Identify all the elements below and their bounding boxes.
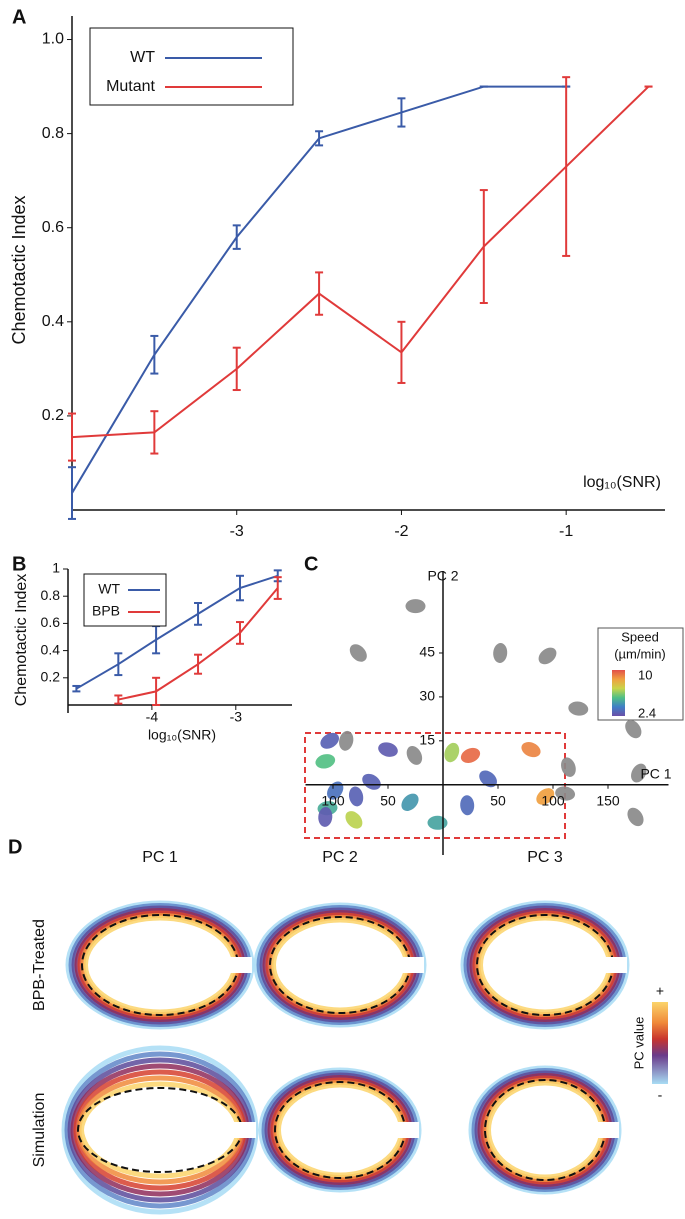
y-tick-label: 45 [419, 644, 435, 660]
colorbar [612, 670, 625, 716]
cell-point [345, 811, 363, 829]
cell-point [460, 747, 481, 763]
panel-letter: D [8, 836, 22, 858]
x-tick-label: 50 [380, 792, 396, 808]
cell-point [348, 786, 364, 807]
shape-interior [281, 1088, 399, 1172]
cell-point [568, 701, 589, 716]
x-tick-label: -1 [559, 523, 573, 540]
selection-box [304, 732, 566, 839]
cell-point [631, 763, 647, 783]
y-tick-label: 0.4 [42, 313, 64, 330]
cell-point [339, 730, 354, 751]
cell-point [493, 642, 508, 663]
x-tick-label: 150 [596, 792, 620, 808]
cell-point [427, 815, 448, 830]
colorbar-title: Speed [621, 629, 659, 644]
y-axis-title: PC 2 [427, 568, 458, 584]
column-title: PC 2 [322, 849, 358, 866]
colorbar-title: (µm/min) [614, 646, 666, 661]
pc-colorbar [652, 1002, 668, 1084]
x-tick-label: -4 [146, 709, 159, 725]
column-title: PC 1 [142, 849, 178, 866]
legend-box [83, 573, 167, 627]
y-tick-label: 0.4 [41, 641, 61, 657]
cell-point [536, 788, 555, 805]
cell-point [378, 742, 398, 757]
pc-colorbar-min: - [658, 1087, 663, 1103]
x-tick-label: -3 [230, 523, 244, 540]
y-axis-title: Chemotactic Index [13, 574, 30, 707]
cell-point [521, 742, 541, 758]
shape-notch [583, 1122, 619, 1138]
shape-interior [88, 921, 232, 1009]
y-tick-label: 0.8 [41, 587, 61, 603]
shape-interior [483, 921, 607, 1009]
colorbar-min: 2.4 [638, 705, 656, 720]
x-axis-title: log₁₀(SNR) [148, 727, 216, 743]
x-tick-label: 50 [490, 792, 506, 808]
shape-notch [220, 1122, 256, 1138]
x-tick-label: 100 [321, 792, 345, 808]
cell-point [444, 742, 460, 763]
cell-point [627, 807, 644, 827]
pc-colorbar-max: + [656, 983, 664, 999]
cell-point [349, 644, 367, 662]
cell-point [561, 757, 576, 777]
cell-point [401, 793, 419, 811]
cell-point [362, 773, 381, 790]
y-tick-label: 0.2 [42, 407, 64, 424]
y-tick-label: 30 [419, 688, 435, 704]
x-axis-title: log₁₀(SNR) [583, 474, 661, 491]
shape-notch [591, 957, 627, 973]
y-tick-label: 0.6 [41, 614, 61, 630]
panel-letter: C [304, 553, 318, 575]
series-line [71, 85, 650, 439]
shape-interior [276, 923, 404, 1007]
panel-letter: B [12, 553, 26, 575]
shape-notch [388, 957, 424, 973]
y-tick-label: 15 [419, 732, 435, 748]
y-tick-label: 1.0 [42, 31, 64, 48]
y-tick-label: 0.6 [42, 219, 64, 236]
cell-point [406, 745, 423, 765]
series-line [75, 574, 279, 690]
x-axis-title: PC 1 [640, 765, 671, 781]
shape-notch [216, 957, 252, 973]
shape-interior [491, 1086, 599, 1174]
legend-label: BPB [92, 603, 120, 619]
pc-colorbar-title: PC value [631, 1017, 646, 1070]
x-tick-label: -3 [230, 709, 243, 725]
legend-box [89, 27, 294, 106]
shape-notch [383, 1122, 419, 1138]
row-title: BPB-Treated [31, 919, 48, 1011]
cell-point [479, 770, 497, 788]
cell-point [318, 806, 333, 827]
legend-label: WT [130, 49, 155, 66]
colorbar-max: 10 [638, 667, 652, 682]
cell-point [538, 647, 557, 665]
cell-point [625, 719, 642, 739]
y-tick-label: 1 [52, 560, 60, 576]
cell-point [555, 786, 576, 801]
cell-point [315, 754, 336, 769]
y-tick-label: 0.8 [42, 125, 64, 142]
panel-letter: A [12, 6, 26, 28]
y-tick-label: 0.2 [41, 669, 61, 685]
cell-point [320, 732, 339, 749]
row-title: Simulation [31, 1093, 48, 1168]
x-tick-label: 100 [541, 792, 565, 808]
legend-label: WT [98, 581, 120, 597]
cell-point [405, 599, 426, 614]
legend-label: Mutant [106, 78, 155, 95]
cell-point [460, 795, 475, 816]
y-axis-title: Chemotactic Index [9, 195, 29, 344]
shape-interior [84, 1094, 236, 1166]
x-tick-label: -2 [394, 523, 408, 540]
cell-point [327, 781, 344, 800]
column-title: PC 3 [527, 849, 563, 866]
